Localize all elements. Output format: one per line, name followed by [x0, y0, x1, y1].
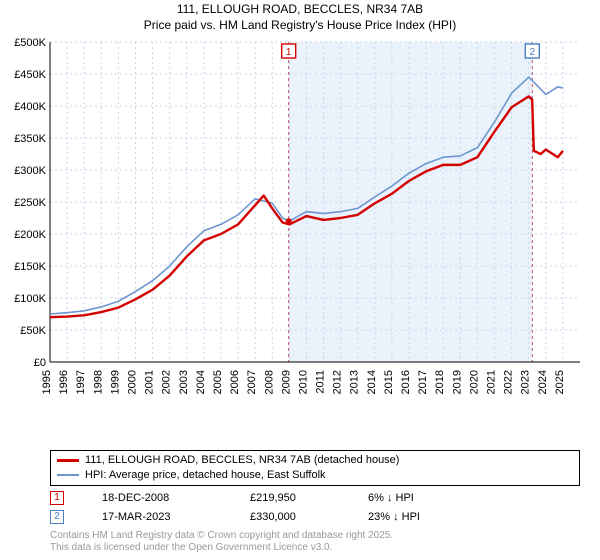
x-tick-label: 2000 — [126, 370, 138, 394]
x-tick-label: 2016 — [400, 370, 412, 394]
y-tick-label: £100K — [14, 293, 46, 305]
y-tick-label: £300K — [14, 165, 46, 177]
x-tick-label: 2018 — [434, 370, 446, 394]
x-tick-label: 2021 — [486, 370, 498, 394]
x-tick-label: 2008 — [263, 370, 275, 394]
chart-area: £0£50K£100K£150K£200K£250K£300K£350K£400… — [50, 42, 580, 412]
x-tick-label: 2011 — [315, 370, 327, 394]
x-tick-label: 2017 — [417, 370, 429, 394]
copyright: Contains HM Land Registry data © Crown c… — [50, 530, 580, 555]
x-tick-label: 2014 — [366, 370, 378, 394]
title-line2: Price paid vs. HM Land Registry's House … — [0, 18, 600, 34]
bottom-panel: 111, ELLOUGH ROAD, BECCLES, NR34 7AB (de… — [50, 450, 580, 555]
x-tick-label: 2025 — [554, 370, 566, 394]
y-tick-label: £50K — [20, 325, 46, 337]
x-tick-label: 1996 — [58, 370, 70, 394]
legend-swatch — [57, 474, 79, 476]
legend: 111, ELLOUGH ROAD, BECCLES, NR34 7AB (de… — [50, 450, 580, 486]
marker-change: 6% ↓ HPI — [368, 492, 448, 504]
legend-label: HPI: Average price, detached house, East… — [85, 468, 326, 483]
y-tick-label: £0 — [34, 357, 46, 369]
x-tick-label: 2013 — [349, 370, 361, 394]
legend-row: HPI: Average price, detached house, East… — [57, 468, 573, 483]
x-tick-label: 2010 — [297, 370, 309, 394]
y-tick-label: £400K — [14, 101, 46, 113]
x-tick-label: 2022 — [503, 370, 515, 394]
x-tick-label: 2006 — [229, 370, 241, 394]
legend-row: 111, ELLOUGH ROAD, BECCLES, NR34 7AB (de… — [57, 453, 573, 468]
x-tick-label: 2012 — [332, 370, 344, 394]
y-tick-label: £250K — [14, 197, 46, 209]
marker-num: 2 — [530, 47, 536, 58]
x-tick-label: 1998 — [92, 370, 104, 394]
y-tick-label: £150K — [14, 261, 46, 273]
x-tick-label: 2023 — [520, 370, 532, 394]
x-tick-label: 2009 — [280, 370, 292, 394]
y-tick-label: £350K — [14, 133, 46, 145]
copy-line2: This data is licensed under the Open Gov… — [50, 542, 580, 555]
y-tick-label: £200K — [14, 229, 46, 241]
y-tick-label: £500K — [14, 37, 46, 49]
copy-line1: Contains HM Land Registry data © Crown c… — [50, 530, 580, 543]
x-tick-label: 2007 — [246, 370, 258, 394]
legend-label: 111, ELLOUGH ROAD, BECCLES, NR34 7AB (de… — [85, 453, 399, 468]
x-tick-label: 2004 — [195, 370, 207, 394]
chart-title: 111, ELLOUGH ROAD, BECCLES, NR34 7AB Pri… — [0, 0, 600, 33]
sale-dot — [286, 218, 292, 224]
x-tick-label: 1999 — [109, 370, 121, 394]
marker-price: £330,000 — [250, 511, 330, 523]
marker-badge: 1 — [50, 491, 64, 505]
marker-summary-row: 2 17-MAR-2023 £330,000 23% ↓ HPI — [50, 510, 580, 524]
marker-num: 1 — [286, 47, 292, 58]
marker-date: 18-DEC-2008 — [102, 492, 212, 504]
legend-swatch — [57, 459, 79, 461]
marker-summary-row: 1 18-DEC-2008 £219,950 6% ↓ HPI — [50, 491, 580, 505]
marker-date: 17-MAR-2023 — [102, 511, 212, 523]
y-tick-label: £450K — [14, 69, 46, 81]
x-tick-label: 2003 — [178, 370, 190, 394]
x-tick-label: 2005 — [212, 370, 224, 394]
x-tick-label: 1995 — [41, 370, 53, 394]
marker-change: 23% ↓ HPI — [368, 511, 448, 523]
marker-price: £219,950 — [250, 492, 330, 504]
title-line1: 111, ELLOUGH ROAD, BECCLES, NR34 7AB — [0, 2, 600, 18]
marker-badge: 2 — [50, 510, 64, 524]
x-tick-label: 2019 — [451, 370, 463, 394]
x-tick-label: 2002 — [161, 370, 173, 394]
x-tick-label: 2015 — [383, 370, 395, 394]
x-tick-label: 2024 — [537, 370, 549, 394]
x-tick-label: 2001 — [144, 370, 156, 394]
x-tick-label: 1997 — [75, 370, 87, 394]
x-tick-label: 2020 — [468, 370, 480, 394]
